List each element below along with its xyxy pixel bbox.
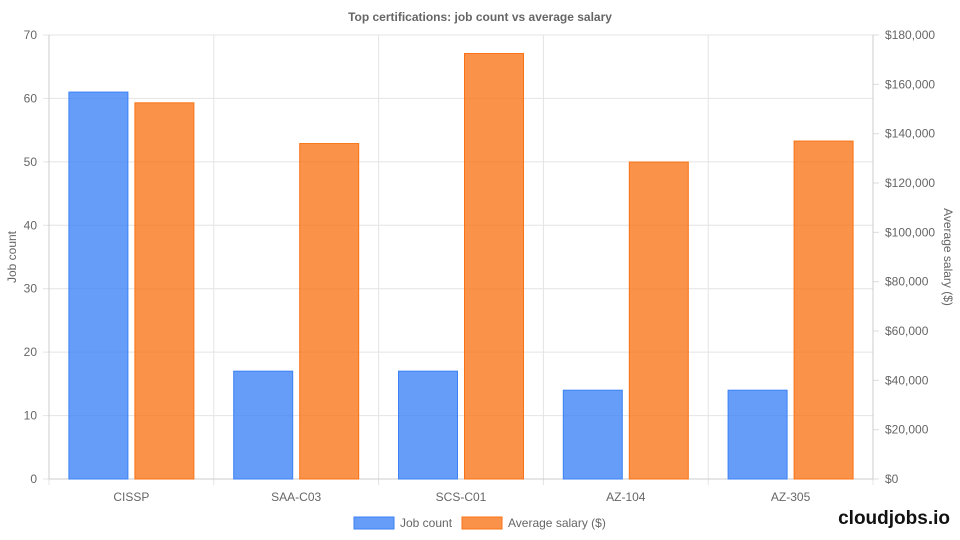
chart-title: Top certifications: job count vs average… — [348, 10, 612, 24]
y2-tick-label: $100,000 — [885, 225, 935, 239]
bar-salary — [793, 140, 854, 480]
y2-tick-label: $160,000 — [885, 77, 935, 91]
y-tick-label: 10 — [24, 409, 38, 423]
y-tick-label: 30 — [24, 282, 38, 296]
legend-label: Average salary ($) — [508, 516, 606, 530]
legend-swatch — [461, 516, 503, 530]
y2-tick-label: $80,000 — [885, 275, 929, 289]
y-tick-label: 20 — [24, 345, 38, 359]
x-tick-label: SCS-C01 — [436, 490, 487, 504]
y-tick-label: 0 — [30, 472, 37, 486]
bar-salary — [299, 143, 360, 480]
bar-salary — [134, 102, 195, 480]
bar-job-count — [562, 389, 623, 480]
brand-logo: cloudjobs.io — [838, 508, 950, 529]
bar-salary — [628, 161, 689, 480]
y-axis-label: Job count — [5, 230, 19, 283]
legend-label: Job count — [400, 516, 453, 530]
y2-tick-label: $180,000 — [885, 28, 935, 42]
x-tick-label: SAA-C03 — [271, 490, 321, 504]
y2-tick-label: $20,000 — [885, 423, 929, 437]
y-tick-label: 50 — [24, 155, 38, 169]
bar-job-count — [233, 370, 294, 480]
y2-tick-label: $60,000 — [885, 324, 929, 338]
y-tick-label: 40 — [24, 218, 38, 232]
x-tick-label: AZ-104 — [606, 490, 646, 504]
bar-salary — [464, 53, 524, 480]
y2-tick-label: $0 — [885, 472, 899, 486]
bar-job-count — [68, 91, 129, 480]
y-tick-label: 70 — [24, 28, 38, 42]
y2-tick-label: $120,000 — [885, 176, 935, 190]
bar-job-count — [727, 389, 788, 480]
y-tick-label: 60 — [24, 91, 38, 105]
bar-job-count — [398, 370, 458, 480]
y2-axis-label: Average salary ($) — [941, 208, 955, 306]
y2-tick-label: $40,000 — [885, 373, 929, 387]
y2-tick-label: $140,000 — [885, 127, 935, 141]
x-tick-label: AZ-305 — [771, 490, 811, 504]
x-tick-label: CISSP — [113, 490, 149, 504]
legend-swatch — [353, 516, 395, 530]
